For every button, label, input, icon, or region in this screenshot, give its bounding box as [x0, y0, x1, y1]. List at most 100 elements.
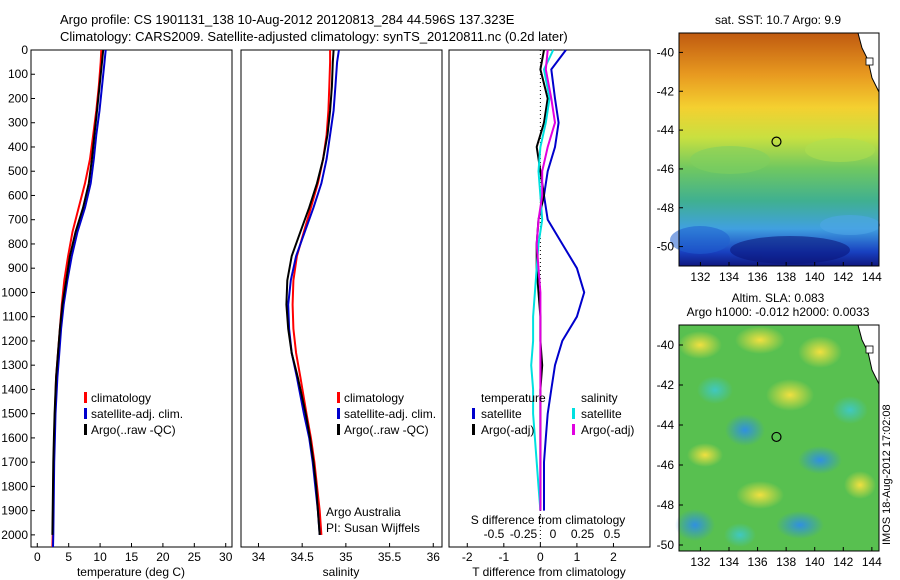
sla-map-title-line1: Altim. SLA: 0.083 [732, 291, 825, 305]
legend-swatch-satellite [84, 408, 87, 419]
legend-swatch-temp-satellite [472, 408, 475, 419]
sst-map-frame [678, 32, 880, 267]
depth-tick-label: 300 [8, 116, 28, 130]
difference-plot-frame [448, 49, 651, 548]
x-tick-label: -2 [462, 550, 473, 564]
depth-tick-label: 1700 [1, 455, 28, 469]
depth-tick-label: 500 [8, 164, 28, 178]
legend-temp-argo: Argo(-adj) [481, 423, 534, 437]
lon-tick-label: 136 [748, 270, 768, 284]
series-salinity-satellite [530, 49, 555, 511]
argo-australia-label: Argo Australia [326, 505, 401, 519]
lat-tick-label: -50 [657, 240, 675, 254]
argo-position-marker [771, 431, 782, 443]
x-tick-label: -1 [498, 550, 509, 564]
depth-tick-label: 1000 [1, 285, 28, 299]
temperature-x-axis: 0 5 10 15 20 25 30 [34, 543, 233, 564]
legend-swatch-sal-satellite [572, 408, 575, 419]
sla-map-axes: 132 134 136 138 140 142 144 -40 -42 -44 -46 -48 -50 [657, 338, 883, 569]
salinity-legend: climatology satellite-adj. clim. Argo(..… [337, 391, 436, 437]
lon-tick-label: 134 [719, 555, 739, 569]
lat-tick-label: -50 [657, 538, 675, 552]
x-tick-label: 0 [34, 550, 41, 564]
difference-series [530, 49, 586, 511]
legend-temp-satellite: satellite [481, 407, 522, 421]
legend-swatch-argo [84, 424, 87, 435]
pi-label: PI: Susan Wijffels [326, 521, 420, 535]
figure-title-line1: Argo profile: CS 1901131_138 10-Aug-2012… [60, 12, 515, 27]
x-tick-label: 2 [610, 550, 617, 564]
legend-temperature-header: temperature [481, 391, 546, 405]
sst-map-title: sat. SST: 10.7 Argo: 9.9 [715, 13, 841, 27]
s-diff-tick-label: -0.5 [484, 527, 505, 541]
s-diff-tick-label: -0.25 [510, 527, 538, 541]
depth-tick-label: 700 [8, 213, 28, 227]
depth-tick-label: 400 [8, 140, 28, 154]
depth-tick-label: 900 [8, 261, 28, 275]
legend-satellite-adj: satellite-adj. clim. [91, 407, 183, 421]
s-diff-tick-label: 0.25 [571, 527, 595, 541]
lon-tick-label: 138 [776, 555, 796, 569]
temperature-plot-frame [30, 49, 233, 548]
depth-tick-label: 200 [8, 91, 28, 105]
legend-argo: Argo(..raw -QC) [344, 423, 429, 437]
lon-tick-label: 144 [862, 270, 882, 284]
depth-tick-label: 1800 [1, 479, 28, 493]
x-tick-label: 25 [188, 550, 202, 564]
salinity-series [285, 49, 340, 535]
x-tick-label: 10 [93, 550, 107, 564]
lat-tick-label: -46 [657, 458, 675, 472]
lat-tick-label: -48 [657, 201, 675, 215]
s-diff-tick-label: 0 [550, 527, 557, 541]
depth-tick-label: 800 [8, 237, 28, 251]
island [865, 345, 874, 354]
legend-swatch-satellite [337, 408, 340, 419]
sla-field [679, 325, 879, 551]
legend-swatch-sal-argo [572, 424, 575, 435]
depth-axis: 0 100 200 300 400 500 600 700 800 900 1000 1100 1200… [1, 43, 35, 542]
series-argo-raw-qc- [285, 49, 335, 535]
legend-sal-argo: Argo(-adj) [581, 423, 634, 437]
lat-tick-label: -40 [657, 45, 675, 59]
lon-tick-label: 140 [805, 270, 825, 284]
legend-climatology: climatology [344, 391, 404, 405]
sla-texture [675, 326, 876, 547]
temperature-panel: 0100200300400500600700800900100011001200… [1, 43, 232, 579]
x-tick-label: 35 [339, 550, 353, 564]
s-difference-label: S difference from climatology [471, 513, 626, 527]
lon-tick-label: 140 [805, 555, 825, 569]
legend-swatch-temp-argo [472, 424, 475, 435]
temperature-series [51, 49, 107, 548]
temperature-legend: climatology satellite-adj. clim. Argo(..… [84, 391, 183, 437]
x-tick-label: 5 [65, 550, 72, 564]
lat-tick-label: -46 [657, 162, 675, 176]
depth-tick-label: 2000 [1, 528, 28, 542]
sla-map-panel: Altim. SLA: 0.083 Argo h1000: -0.012 h20… [657, 291, 883, 569]
depth-tick-label: 1400 [1, 382, 28, 396]
depth-tick-label: 600 [8, 188, 28, 202]
legend-swatch-climatology [84, 392, 87, 403]
series-salinity-argo-adj- [535, 49, 557, 511]
legend-satellite-adj: satellite-adj. clim. [344, 407, 436, 421]
depth-tick-label: 100 [8, 67, 28, 81]
imos-timestamp: IMOS 18-Aug-2012 17:02:08 [881, 404, 893, 545]
lon-tick-label: 136 [748, 555, 768, 569]
lat-tick-label: -42 [657, 84, 675, 98]
salinity-xlabel: salinity [323, 565, 360, 579]
sst-texture [670, 138, 880, 264]
lon-tick-label: 132 [690, 270, 710, 284]
depth-tick-label: 1900 [1, 504, 28, 518]
lat-tick-label: -44 [657, 418, 675, 432]
x-tick-label: 36 [427, 550, 441, 564]
t-difference-xlabel: T difference from climatology [472, 565, 626, 579]
salinity-panel: 34 34.5 35 35.5 36 climatology satellite-adj… [240, 49, 443, 579]
lon-tick-label: 134 [719, 270, 739, 284]
sla-map-frame [678, 324, 880, 552]
salinity-plot-frame [240, 49, 443, 548]
lat-tick-label: -40 [657, 338, 675, 352]
sla-map-title-line2: Argo h1000: -0.012 h2000: 0.0033 [687, 305, 870, 319]
argo-position-marker [771, 136, 782, 147]
legend-climatology: climatology [91, 391, 151, 405]
temperature-xlabel: temperature (deg C) [77, 565, 185, 579]
